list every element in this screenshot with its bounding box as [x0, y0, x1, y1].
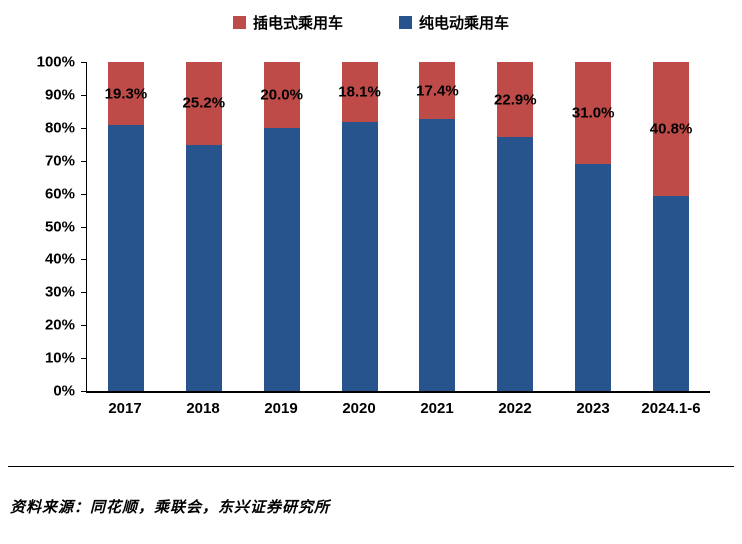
stacked-bar	[419, 62, 456, 391]
chart-legend: 插电式乘用车 纯电动乘用车	[0, 12, 742, 33]
source-note: 资料来源：同花顺，乘联会，东兴证券研究所	[10, 498, 331, 516]
y-tick-label: 60%	[44, 185, 75, 203]
legend-item: 插电式乘用车	[232, 12, 343, 33]
bar-column: 22.9%	[476, 62, 554, 391]
bar-segment-bev	[575, 163, 612, 391]
bar-column: 17.4%	[399, 62, 477, 391]
stacked-bar	[341, 62, 378, 391]
y-tick-mark	[81, 193, 87, 195]
legend-label: 纯电动乘用车	[419, 15, 510, 32]
y-tick-mark	[81, 292, 87, 294]
y-tick-label: 80%	[44, 119, 75, 137]
stacked-bar	[263, 62, 300, 391]
y-tick-label: 100%	[36, 53, 75, 71]
y-tick-label: 50%	[44, 218, 75, 235]
bar-segment-phev	[653, 62, 690, 197]
bar-segment-bev	[185, 144, 222, 391]
x-tick-label: 2021	[420, 400, 454, 417]
x-tick-label: 2017	[108, 400, 142, 417]
y-tick-label: 20%	[44, 316, 75, 334]
y-tick-mark	[81, 325, 87, 327]
bar-data-label: 40.8%	[649, 120, 693, 138]
y-tick-label: 90%	[44, 86, 75, 104]
x-tick-label: 2023	[576, 400, 610, 417]
bar-data-label: 18.1%	[338, 83, 381, 101]
bar-column: 25.2%	[165, 62, 243, 391]
bar-segment-bev	[107, 125, 144, 391]
bar-segment-bev	[263, 127, 300, 391]
bar-segment-bev	[497, 137, 534, 391]
bar-data-label: 17.4%	[416, 82, 459, 100]
x-tick-label: 2020	[342, 400, 376, 417]
bar-segment-phev	[575, 62, 612, 164]
stacked-bar	[497, 62, 534, 391]
x-tick-label: 2019	[264, 400, 298, 417]
bar-segment-bev	[653, 196, 690, 391]
y-tick-label: 10%	[44, 349, 75, 367]
bar-column: 40.8%	[632, 62, 710, 391]
bar-segment-bev	[419, 119, 456, 391]
y-tick-mark	[81, 358, 87, 360]
bar-segment-phev	[497, 62, 534, 138]
y-tick-mark	[81, 226, 87, 228]
x-axis: 2017 2018 2019 2020 2021 2022 2023 2024.1-6	[86, 400, 710, 422]
y-tick-label: 40%	[44, 250, 75, 268]
x-tick-label: 2018	[186, 400, 220, 417]
divider-line	[8, 466, 734, 467]
bar-segment-phev	[107, 62, 144, 126]
legend-swatch-icon	[399, 16, 412, 29]
stacked-bar	[653, 62, 690, 391]
legend-item: 纯电动乘用车	[399, 12, 509, 33]
y-tick-mark	[81, 391, 87, 392]
y-tick-mark	[81, 94, 87, 96]
bar-segment-phev	[185, 62, 222, 145]
stacked-bar	[107, 62, 144, 391]
bar-segment-phev	[263, 62, 300, 128]
bar-column: 20.0%	[243, 62, 321, 391]
bar-segment-phev	[419, 62, 456, 120]
legend-label: 插电式乘用车	[252, 15, 343, 32]
legend-swatch-icon	[232, 16, 246, 29]
plot-area: 100% 90% 80% 70% 60% 50% 40% 30% 20% 10% 0% 19.3% 25…	[37, 54, 710, 400]
bar-segment-phev	[341, 62, 378, 122]
stacked-bar	[185, 62, 222, 391]
y-tick-label: 30%	[44, 283, 75, 301]
y-tick-mark	[81, 160, 87, 162]
bar-segment-bev	[341, 121, 378, 391]
y-tick-mark	[81, 259, 87, 261]
bar-column: 19.3%	[87, 62, 165, 391]
y-tick-label: 70%	[44, 152, 75, 170]
bar-data-label: 20.0%	[260, 86, 303, 104]
x-tick-label: 2024.1-6	[641, 400, 701, 417]
x-tick-label: 2022	[498, 400, 532, 417]
y-tick-mark	[81, 62, 87, 63]
bar-data-label: 22.9%	[494, 91, 537, 109]
bar-data-label: 19.3%	[104, 85, 148, 103]
stacked-bar	[575, 62, 612, 391]
bar-column: 31.0%	[554, 62, 632, 391]
y-tick-mark	[81, 127, 87, 129]
bar-data-label: 25.2%	[182, 94, 226, 112]
bar-data-label: 31.0%	[571, 104, 615, 122]
bar-column: 18.1%	[321, 62, 399, 391]
y-tick-label: 0%	[53, 382, 75, 400]
